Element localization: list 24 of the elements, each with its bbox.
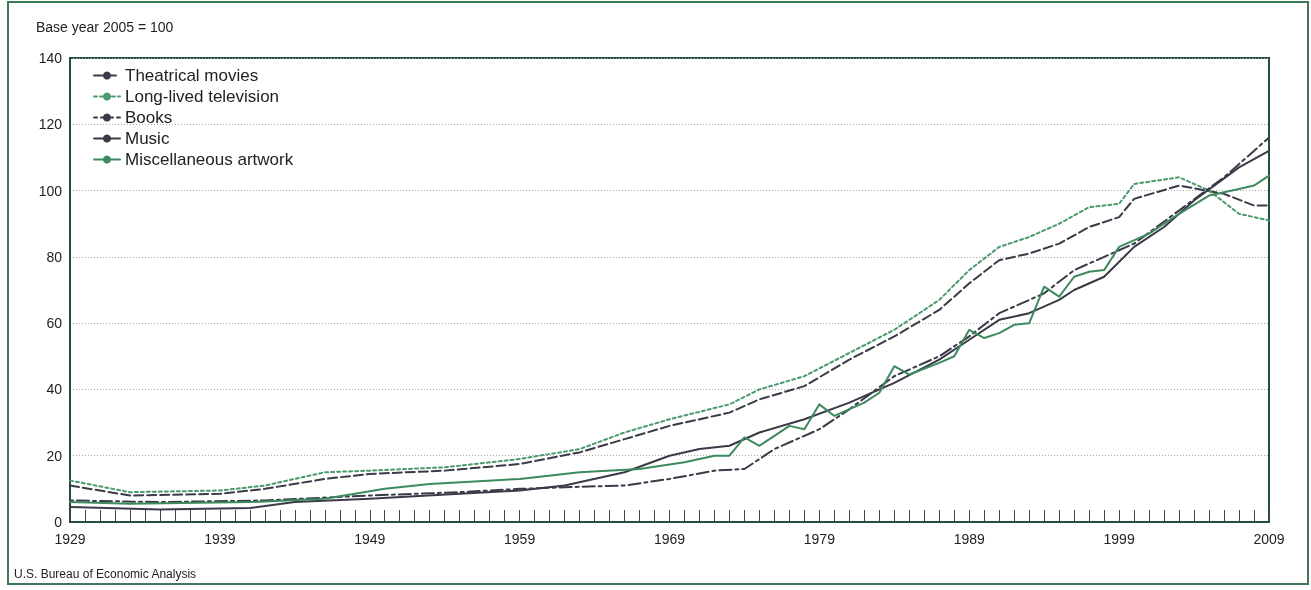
- legend-label: Music: [125, 129, 170, 148]
- x-tick-label: 1929: [54, 531, 86, 547]
- y-tick-label: 120: [38, 116, 63, 133]
- legend-label: Long-lived television: [125, 87, 280, 106]
- y-tick-label: 40: [46, 381, 63, 398]
- legend-label: Theatrical movies: [125, 66, 259, 85]
- y-tick-label: 60: [46, 315, 63, 332]
- legend-label: Books: [125, 108, 173, 127]
- x-tick-label: 1979: [803, 531, 836, 547]
- y-axis-title: Base year 2005 = 100: [36, 19, 174, 35]
- y-tick-label: 20: [46, 447, 63, 464]
- y-tick-label: 140: [38, 50, 63, 66]
- y-tick-label: 0: [54, 514, 63, 530]
- x-tick-label: 2009: [1253, 531, 1285, 547]
- legend-label: Miscellaneous artwork: [125, 150, 294, 169]
- y-tick-label: 100: [38, 182, 63, 199]
- x-tick-label: 1939: [204, 531, 236, 547]
- x-tick-label: 1969: [653, 531, 686, 547]
- x-tick-label: 1999: [1103, 531, 1135, 547]
- text: U.S. Bureau of Economic Analysis: [14, 567, 197, 581]
- x-tick-label: 1949: [354, 531, 386, 547]
- x-tick-label: 1959: [504, 531, 536, 547]
- x-tick-label: 1989: [953, 531, 986, 547]
- y-tick-label: 80: [46, 248, 63, 265]
